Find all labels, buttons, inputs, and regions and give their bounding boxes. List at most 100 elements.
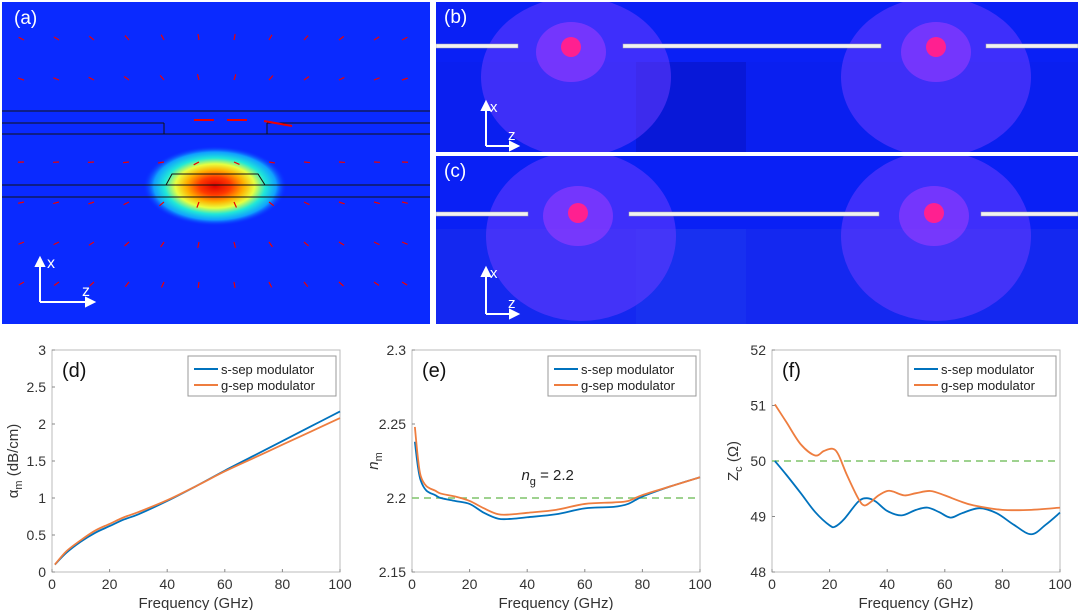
- field-vector: [18, 281, 25, 286]
- legend-label: s-sep modulator: [221, 362, 315, 377]
- field-vector: [303, 161, 311, 164]
- legend-label: g-sep modulator: [221, 378, 316, 393]
- x-tick-label: 100: [1048, 576, 1072, 592]
- field-vector: [123, 201, 130, 206]
- field-vector: [233, 161, 240, 166]
- y-tick-label: 50: [750, 453, 766, 469]
- field-vector: [401, 241, 408, 245]
- field-vector: [373, 201, 380, 205]
- field-vector: [193, 161, 200, 166]
- x-axis-label: Frequency (GHz): [138, 595, 253, 610]
- axis-indicator: [34, 255, 97, 308]
- field-vector: [338, 35, 345, 41]
- field-vectors: [17, 33, 409, 289]
- panel-c-rf-field: x z (c): [436, 156, 1078, 324]
- field-vector: [338, 76, 345, 81]
- y-tick-label: 51: [750, 398, 766, 414]
- y-tick-label: 0: [38, 564, 46, 580]
- field-vector: [303, 76, 310, 81]
- field-vector: [303, 241, 309, 247]
- field-vector: [53, 201, 60, 205]
- x-tick-label: 0: [48, 576, 56, 592]
- field-vector: [18, 241, 25, 245]
- y-tick-label: 2.25: [379, 416, 406, 432]
- x-tick-label: 40: [519, 576, 535, 592]
- field-vector: [303, 201, 310, 206]
- field-vector: [268, 161, 276, 164]
- reference-label: ng = 2.2: [521, 467, 573, 488]
- field-vector: [53, 77, 60, 81]
- y-tick-label: 2: [38, 416, 46, 432]
- series-line-s-sep: [774, 460, 1061, 536]
- chart-e-index: 0 20 40 60 80 100 2.15 2.2 2.25 2.3 Frequency (GHz…: [365, 342, 712, 610]
- panel-label: (d): [62, 360, 86, 382]
- field-vector: [401, 201, 408, 204]
- waveguide-outlines: [2, 110, 430, 198]
- field-vector: [401, 77, 408, 81]
- y-axis-label: Zc (Ω): [725, 441, 745, 481]
- field-vector: [159, 201, 165, 207]
- rf-field-c: x z: [436, 156, 1078, 324]
- field-vector: [268, 201, 275, 207]
- rf-field-b: x z: [436, 2, 1078, 152]
- field-vector: [373, 77, 380, 81]
- field-vector: [159, 75, 165, 81]
- field-vector: [338, 201, 345, 205]
- panel-b-rf-field: x z (b): [436, 2, 1078, 152]
- x-tick-label: 60: [577, 576, 593, 592]
- field-vector: [233, 201, 237, 208]
- field-vector: [124, 35, 130, 41]
- field-vector: [197, 33, 200, 41]
- x-tick-label: 20: [822, 576, 838, 592]
- field-vector: [268, 75, 274, 81]
- x-tick-label: 20: [102, 576, 118, 592]
- field-vector: [233, 74, 237, 81]
- y-tick-label: 2.5: [27, 379, 47, 395]
- field-vector: [122, 161, 130, 164]
- field-vector: [124, 281, 130, 288]
- chart-f-impedance: 0 20 40 60 80 100 48 49 50 51 52 Frequency (GHz) Zc …: [725, 342, 1072, 610]
- field-vector: [268, 281, 273, 288]
- field-vector: [233, 33, 236, 41]
- axis-z-label: z: [82, 283, 90, 300]
- field-vector: [160, 241, 165, 248]
- optical-mode-field: x z: [2, 33, 430, 308]
- axis-z-label: z: [508, 127, 516, 144]
- y-axis-label: nm: [365, 452, 385, 470]
- x-tick-label: 80: [635, 576, 651, 592]
- y-tick-label: 1.5: [27, 453, 47, 469]
- series-line-s-sep: [54, 410, 341, 566]
- field-vector: [197, 281, 200, 289]
- field-vector: [53, 281, 60, 286]
- axis-x-label: x: [490, 265, 498, 282]
- legend-box: [907, 355, 1057, 397]
- y-tick-label: 48: [750, 564, 766, 580]
- field-vector: [18, 201, 25, 204]
- field-vector: [233, 281, 236, 289]
- field-vector: [53, 241, 60, 246]
- panel-label-b: (b): [444, 7, 468, 28]
- y-axis-label: αm (dB/cm): [5, 424, 25, 499]
- y-tick-label: 52: [750, 342, 766, 358]
- field-vector: [160, 281, 165, 288]
- y-tick-label: 2.2: [387, 490, 407, 506]
- y-tick-label: 0.5: [27, 527, 47, 543]
- series-line-s-sep: [413, 441, 701, 521]
- field-vector: [157, 161, 165, 164]
- mode-hotspot: [143, 146, 287, 226]
- axis-x-label: x: [490, 99, 498, 116]
- x-tick-label: 60: [217, 576, 233, 592]
- panel-label-a: (a): [14, 8, 38, 29]
- field-vector: [303, 35, 309, 41]
- series-line-g-sep: [413, 426, 701, 516]
- field-vector: [88, 35, 95, 41]
- x-axis-label: Frequency (GHz): [858, 595, 973, 610]
- legend-label: s-sep modulator: [581, 362, 675, 377]
- axis-x-label: x: [47, 255, 55, 272]
- y-tick-label: 3: [38, 342, 46, 358]
- x-tick-label: 0: [408, 576, 416, 592]
- legend-box: [547, 355, 697, 397]
- chart-d-attenuation: 0 20 40 60 80 100 0 0.5 1 1.5 2 2.5 3 Frequency (GHz)…: [5, 342, 352, 610]
- legend-box: [187, 355, 337, 397]
- field-vector: [53, 36, 60, 41]
